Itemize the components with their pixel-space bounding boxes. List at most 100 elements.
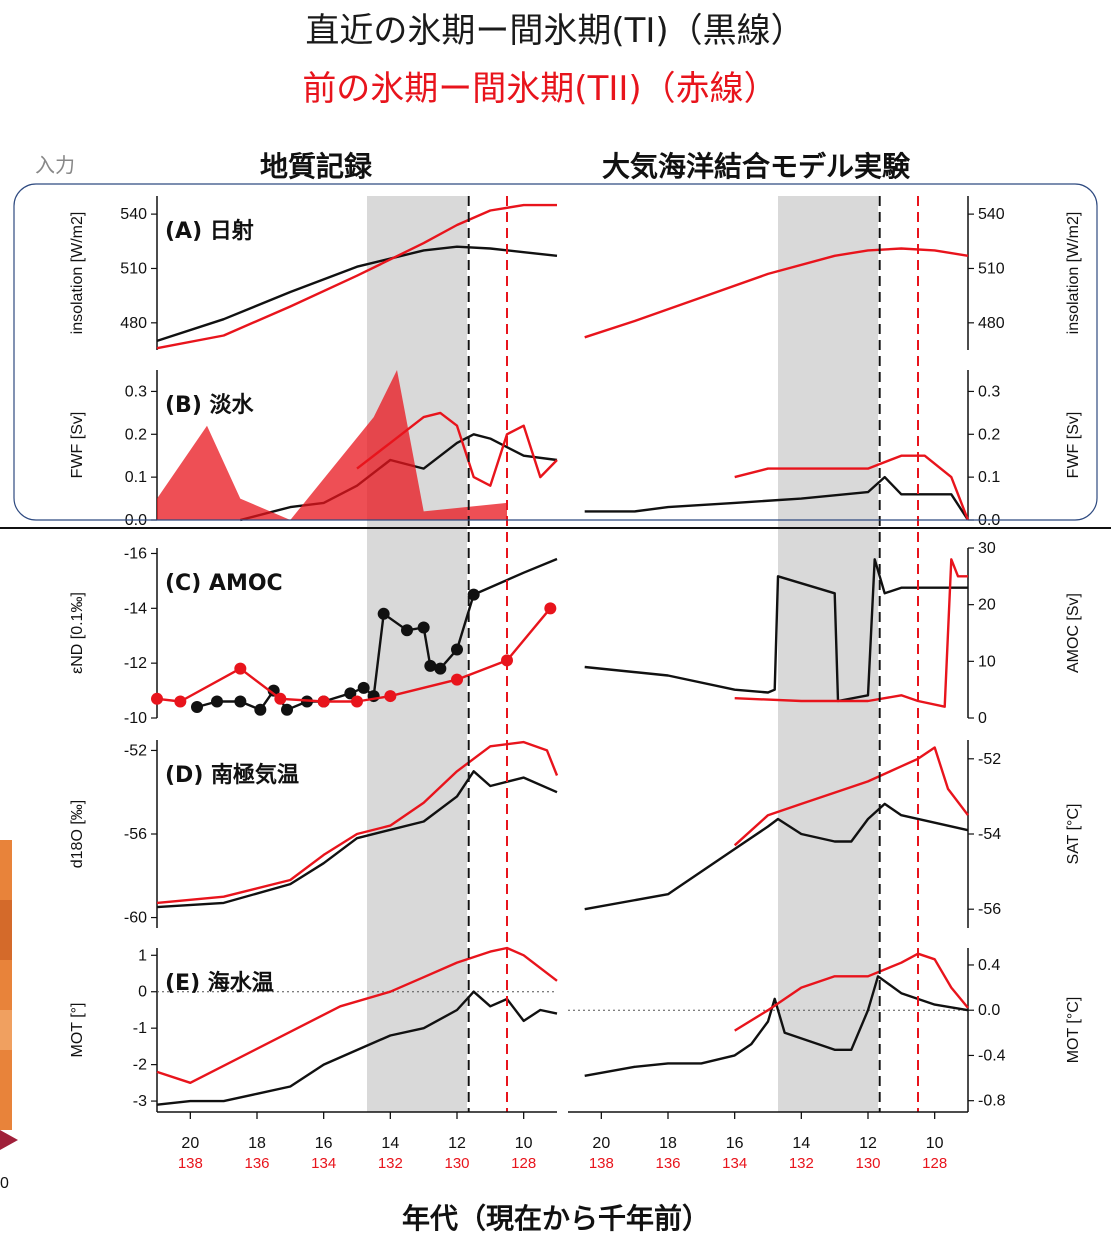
y-axis-label-right: MOT [°C]	[1065, 997, 1082, 1064]
x-tick-label-tii: 128	[922, 1155, 947, 1172]
y-tick-label: 20	[978, 597, 996, 614]
y-axis-label-left: insolation [W/m2]	[69, 212, 86, 335]
y-tick-label: -12	[124, 655, 147, 672]
series-line-C-left-tii	[156, 607, 552, 703]
series-area-B-left	[157, 370, 507, 520]
series-line-A-left-ti	[156, 245, 558, 343]
x-axis-label: 年代（現在から千年前）	[402, 1202, 710, 1235]
y-axis-label-right: insolation [W/m2]	[1065, 212, 1082, 335]
series-line-B-left-tii	[356, 411, 558, 487]
y-axis-label-left: d18O [‰]	[69, 800, 86, 868]
panel-E-right: 0.4 0.0 -0.4 -0.8 MOT [°C]	[568, 948, 1082, 1112]
y-tick-label: 0	[978, 710, 987, 727]
y-tick-label: 0.4	[978, 957, 1000, 974]
input-label: 入力	[35, 153, 75, 177]
y-tick-label: -0.4	[978, 1047, 1006, 1064]
shaded-interval-right	[778, 196, 878, 1112]
panel-A-left: 540 510 480 insolation [W/m2] (A) 日射	[69, 196, 558, 350]
x-tick-label-ti: 16	[315, 1135, 333, 1152]
series-line-D-right-ti	[584, 802, 969, 911]
series-line-E-right-tii	[734, 952, 969, 1032]
data-point-ti	[357, 681, 370, 694]
y-tick-label: -16	[124, 545, 147, 562]
header-right: 大気海洋結合モデル実験	[602, 150, 911, 183]
x-tick-label-ti: 12	[859, 1135, 877, 1152]
panel-label-A: (A) 日射	[165, 218, 254, 244]
data-point-ti	[254, 703, 267, 716]
x-tick-label-tii: 132	[378, 1155, 403, 1172]
shaded-interval-left	[367, 196, 467, 1112]
y-tick-label: 0.1	[125, 469, 147, 486]
data-point-ti	[267, 684, 280, 697]
y-tick-label: 0.3	[125, 383, 147, 400]
data-point-ti	[424, 659, 437, 672]
x-tick-label-tii: 136	[244, 1155, 269, 1172]
x-tick-label-ti: 18	[248, 1135, 266, 1152]
data-point-tii	[384, 690, 397, 703]
panel-label-E: (E) 海水温	[165, 970, 274, 996]
y-axis-label-left: εND [0.1‰]	[69, 592, 86, 674]
data-point-tii	[274, 692, 287, 705]
y-tick-label: -56	[978, 901, 1001, 918]
header-left: 地質記録	[260, 150, 373, 183]
y-axis-label-left: FWF [Sv]	[69, 412, 86, 479]
data-point-tii	[451, 673, 463, 686]
x-tick-label-tii: 128	[511, 1155, 536, 1172]
data-point-ti	[191, 701, 203, 714]
data-point-tii	[317, 695, 330, 708]
x-tick-label-ti: 14	[792, 1135, 810, 1152]
x-tick-label-ti: 16	[726, 1135, 744, 1152]
y-tick-label: 480	[978, 315, 1005, 332]
series-line-D-right-tii	[733, 746, 969, 847]
left-colorbar-fragment	[0, 840, 18, 1150]
x-tick-label-ti: 12	[448, 1135, 466, 1152]
panel-label-D: (D) 南極気温	[165, 762, 299, 788]
y-tick-label: 30	[978, 540, 996, 557]
panel-C-left: -16 -14 -12 -10 εND [0.1‰] (C) AMOC	[69, 545, 558, 727]
y-tick-label: -14	[124, 600, 147, 617]
y-tick-label: 510	[978, 260, 1005, 277]
x-tick-label-ti: 10	[926, 1135, 944, 1152]
data-point-ti	[211, 695, 223, 708]
x-tick-label-ti: 20	[592, 1135, 610, 1152]
y-tick-label: 0.3	[978, 383, 1000, 400]
y-tick-label: -1	[133, 1020, 147, 1037]
panel-label-B: (B) 淡水	[165, 393, 255, 418]
data-point-ti	[467, 588, 480, 601]
y-tick-label: -54	[978, 826, 1001, 843]
series-line-E-left-ti	[156, 990, 558, 1106]
y-tick-label: -60	[124, 910, 147, 927]
title-line-1: 直近の氷期ー間氷期(TI)（黒線）	[305, 11, 804, 51]
data-point-ti	[434, 662, 447, 675]
x-tick-label-tii: 138	[589, 1155, 614, 1172]
y-tick-label: -2	[133, 1057, 147, 1074]
x-tick-label-ti: 14	[381, 1135, 399, 1152]
panel-label-C: (C) AMOC	[165, 571, 283, 596]
series-line-D-left-tii	[156, 740, 559, 905]
x-tick-label-ti: 20	[181, 1135, 199, 1152]
series-line-C-right-ti	[584, 558, 968, 703]
y-tick-label: 0.1	[978, 469, 1000, 486]
y-tick-label: 540	[978, 206, 1005, 223]
series-line-A-right-tii	[584, 247, 969, 339]
y-tick-label: -0.8	[978, 1093, 1006, 1110]
data-point-tii	[234, 662, 247, 675]
y-tick-label: 0.2	[125, 426, 147, 443]
y-axis-label-left: MOT [°]	[69, 1003, 86, 1058]
y-tick-label: 10	[978, 653, 996, 670]
x-tick-label-tii: 130	[855, 1155, 880, 1172]
left-edge-tick: 0	[0, 1175, 9, 1192]
data-point-ti	[401, 624, 413, 637]
x-tick-label-tii: 138	[178, 1155, 203, 1172]
series-line-E-right-ti	[584, 975, 969, 1077]
y-tick-label: 1	[138, 947, 147, 964]
y-tick-label: -52	[124, 742, 147, 759]
title-line-2: 前の氷期ー間氷期(TII)（赤線）	[302, 69, 777, 109]
input-box	[13, 183, 1098, 521]
series-line-E-left-tii	[156, 946, 558, 1084]
panel-D-left: -52 -56 -60 d18O [‰] (D) 南極気温	[69, 740, 559, 928]
data-point-tii	[174, 695, 187, 708]
